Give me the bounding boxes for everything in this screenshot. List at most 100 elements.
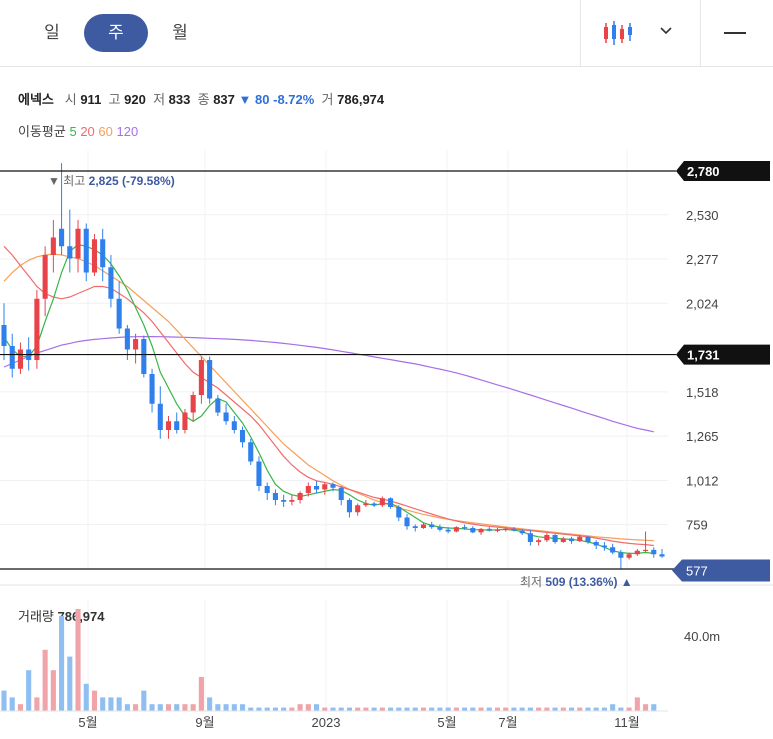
candle-body — [289, 500, 295, 502]
tab-weekly[interactable]: 주 — [84, 14, 148, 52]
low-value: 833 — [168, 92, 191, 107]
candle-body — [198, 360, 204, 395]
volume-bar — [133, 704, 139, 711]
candle-body — [330, 484, 336, 488]
x-tick-label: 7월 — [498, 715, 517, 730]
x-tick-label: 2023 — [312, 715, 341, 730]
candle-body — [552, 535, 558, 542]
candle-body — [634, 550, 640, 555]
change-value: ▼ 80 — [238, 92, 270, 107]
volume-bar — [462, 707, 468, 711]
volume-bar — [494, 707, 501, 711]
candle-body — [141, 339, 147, 374]
candle-body — [396, 507, 402, 518]
high-value: 920 — [124, 92, 146, 107]
candle-body — [272, 493, 278, 500]
candlestick-chart-icon[interactable] — [602, 19, 634, 47]
candle-body — [527, 533, 533, 542]
high-label: 고 — [108, 92, 121, 107]
volume-bar — [536, 707, 542, 711]
volume-bar — [544, 707, 550, 711]
y-tick-label: 759 — [686, 518, 708, 533]
volume-bar — [618, 707, 624, 711]
volume-axis-label: 40.0m — [684, 629, 720, 644]
period-toolbar: 일 주 월 — [0, 0, 773, 67]
candle-body — [363, 503, 369, 506]
minimize-icon[interactable] — [724, 32, 746, 34]
close-label: 종 — [197, 92, 210, 107]
volume-bar — [577, 707, 583, 711]
candle-body — [322, 484, 328, 490]
price-level-label: 1,731 — [687, 348, 720, 363]
candle-body — [338, 487, 344, 500]
candle-body — [297, 493, 303, 500]
candle-body — [281, 500, 287, 502]
volume-bar — [42, 649, 48, 711]
candle-body — [223, 412, 229, 422]
candle-body — [651, 549, 657, 555]
candle-body — [231, 421, 237, 430]
chevron-down-icon[interactable] — [656, 20, 676, 40]
ma120-line — [3, 336, 654, 433]
ma20-line — [3, 245, 654, 547]
candle-body — [75, 228, 81, 259]
candle-body — [355, 505, 361, 513]
volume-value: 786,974 — [337, 92, 385, 107]
current-price-tag — [672, 559, 770, 582]
close-value: 837 — [213, 92, 235, 107]
candle-body — [519, 530, 525, 534]
volume-bar — [17, 704, 23, 711]
candle-body — [346, 500, 352, 513]
candle-body — [404, 517, 410, 527]
candle-body — [182, 412, 188, 430]
volume-bar — [314, 704, 320, 711]
candle-body — [420, 524, 427, 528]
candle-body — [618, 552, 624, 558]
volume-bar — [215, 704, 221, 711]
volume-bar — [519, 707, 525, 711]
volume-bar — [437, 707, 443, 711]
toolbar-divider — [700, 0, 701, 66]
volume-bar — [239, 704, 246, 711]
change-percent: -8.72% — [273, 92, 315, 107]
x-tick-label: 9월 — [195, 715, 214, 730]
volume-bar — [486, 707, 492, 711]
candle-body — [379, 498, 385, 506]
candle-body — [83, 228, 89, 273]
candle-body — [544, 535, 550, 541]
volume-bar — [190, 704, 196, 711]
candle-body — [67, 246, 73, 259]
candle-body — [585, 536, 591, 542]
y-tick-label: 2,024 — [686, 296, 719, 311]
low-label: 저 — [153, 92, 166, 107]
volume-bar — [478, 707, 484, 711]
candle-body — [174, 421, 180, 430]
tab-monthly[interactable]: 월 — [172, 23, 188, 42]
volume-bar — [593, 707, 599, 711]
max-marker-label: ▼ 최고 — [48, 174, 89, 188]
y-tick-label: 2,530 — [686, 208, 719, 223]
tab-daily[interactable]: 일 — [44, 23, 60, 42]
candle-body — [17, 349, 23, 369]
volume-bar — [610, 704, 616, 711]
ma20-label: 20 — [80, 124, 95, 139]
volume-bar — [100, 697, 106, 711]
volume-bar — [568, 707, 575, 711]
candle-body — [157, 403, 163, 430]
volume-bar — [651, 704, 657, 711]
volume-bar — [149, 704, 155, 711]
candle-body — [659, 554, 665, 557]
y-tick-label: 1,518 — [686, 385, 719, 400]
y-tick-label: 2,277 — [686, 252, 719, 267]
volume-bar — [363, 707, 369, 711]
candle-body — [9, 346, 15, 369]
volume-bar — [174, 704, 180, 711]
current-price-label: 577 — [686, 564, 708, 579]
ma60-line — [3, 253, 654, 542]
volume-bar — [264, 707, 270, 711]
candle-body — [239, 430, 246, 443]
volume-bar — [396, 707, 402, 711]
candle-body — [445, 529, 451, 532]
volume-bar — [297, 704, 303, 711]
